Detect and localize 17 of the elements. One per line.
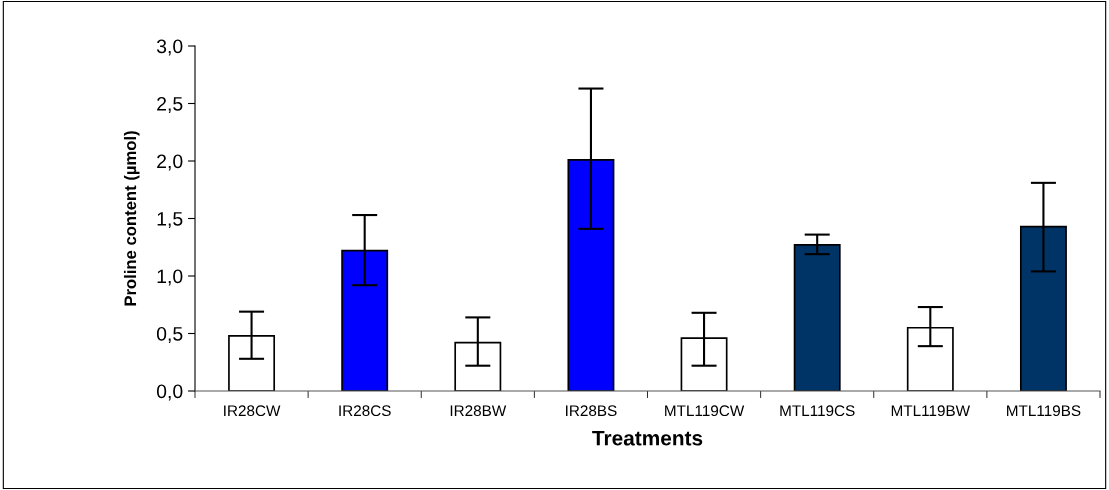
y-tick-label: 2,0 xyxy=(157,154,183,171)
y-tick-label: 0,5 xyxy=(156,326,183,344)
x-tick-label: MTL119CS xyxy=(780,405,855,417)
x-tick-label: IR28CS xyxy=(339,405,391,417)
x-tick-label: MTL119BW xyxy=(891,405,971,417)
x-tick-label: IR28BS xyxy=(566,405,617,417)
y-axis-title: Proline content (µmol) xyxy=(123,131,140,306)
x-tick-label: MTL119CW xyxy=(665,405,745,417)
y-tick-label: 0,0 xyxy=(156,384,183,401)
y-tick-label: 1,0 xyxy=(157,269,183,286)
x-tick-label: MTL119BS xyxy=(1007,405,1081,417)
y-tick-label: 3,0 xyxy=(156,39,183,56)
x-axis-title: Treatments xyxy=(592,431,703,446)
y-tick-label: 2,5 xyxy=(157,96,183,114)
x-tick-label: IR28BW xyxy=(450,405,507,417)
y-tick-label: 1,5 xyxy=(157,212,183,229)
x-tick-label: IR28CW xyxy=(224,405,281,417)
